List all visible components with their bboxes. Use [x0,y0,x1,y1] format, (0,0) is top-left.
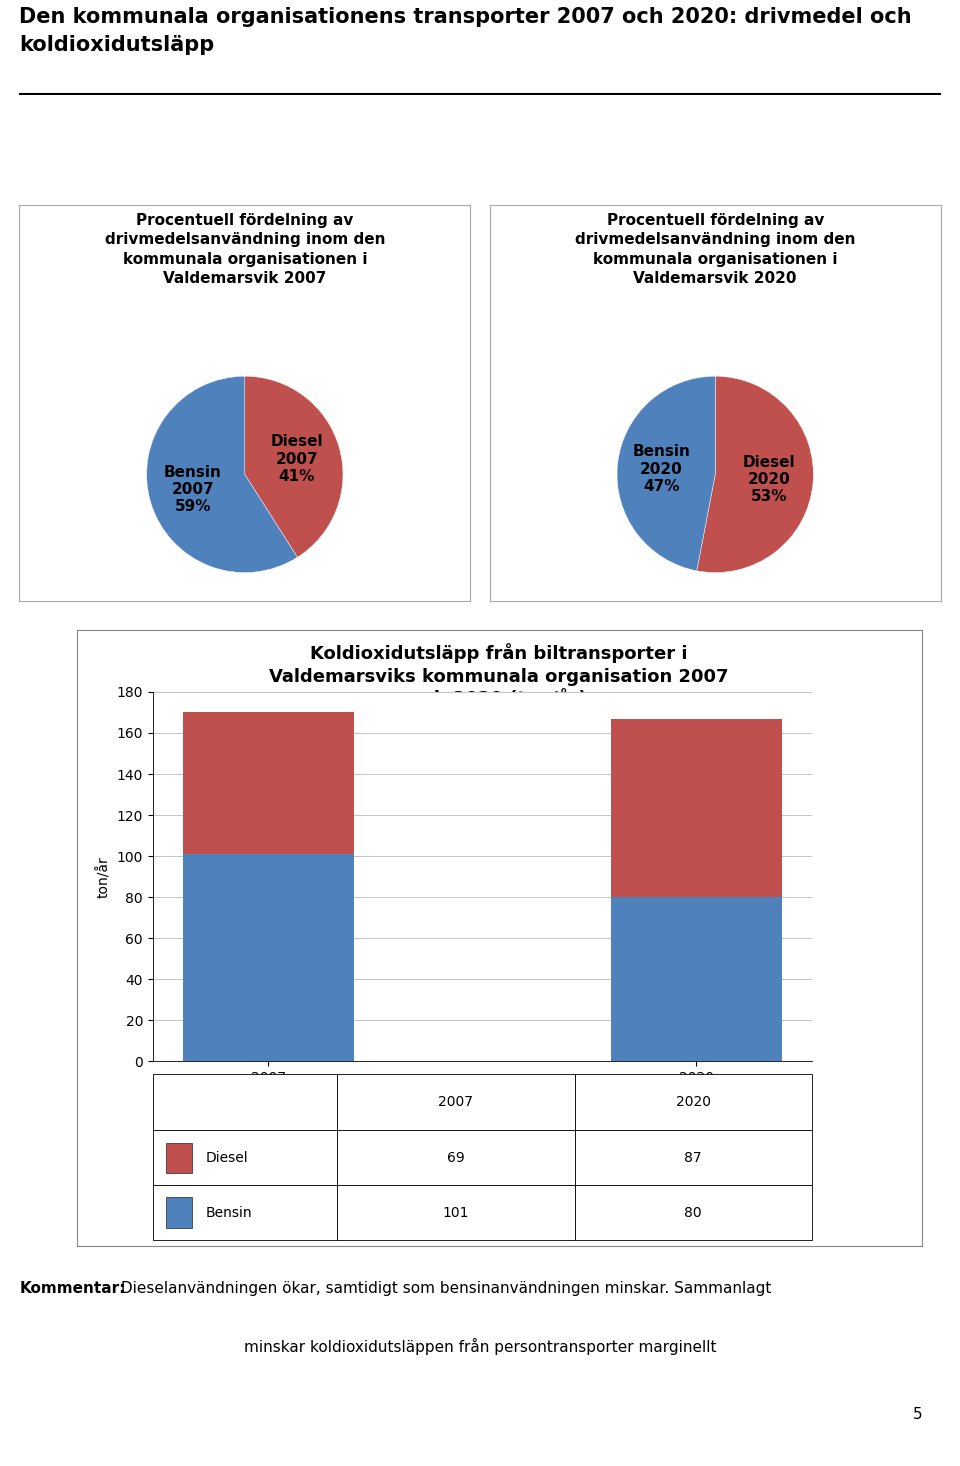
Text: Procentuell fördelning av
drivmedelsanvändning inom den
kommunala organisationen: Procentuell fördelning av drivmedelsanvä… [575,213,855,286]
FancyBboxPatch shape [337,1073,574,1130]
Text: 5: 5 [913,1407,923,1422]
Text: 2007: 2007 [439,1095,473,1108]
Text: Den kommunala organisationens transporter 2007 och 2020: drivmedel och
koldioxid: Den kommunala organisationens transporte… [19,7,912,56]
Wedge shape [147,377,298,573]
FancyBboxPatch shape [574,1130,812,1185]
Text: Koldioxidutsläpp från biltransporter i
Valdemarsviks kommunala organisation 2007: Koldioxidutsläpp från biltransporter i V… [270,642,729,708]
Bar [182,855,354,1061]
Text: 87: 87 [684,1151,702,1164]
Text: Bensin
2007
59%: Bensin 2007 59% [164,465,222,515]
Text: minskar koldioxidutsläppen från persontransporter marginellt: minskar koldioxidutsläppen från persontr… [244,1337,716,1355]
Text: Bensin
2020
47%: Bensin 2020 47% [633,444,690,494]
Text: Kommentar:: Kommentar: [19,1281,126,1296]
Text: 69: 69 [447,1151,465,1164]
Text: 2020: 2020 [676,1095,710,1108]
FancyBboxPatch shape [153,1130,337,1185]
FancyBboxPatch shape [153,1073,337,1130]
Wedge shape [697,377,813,573]
Text: Diesel
2007
41%: Diesel 2007 41% [271,434,323,484]
Bar [166,1198,192,1227]
Bar [182,712,354,855]
FancyBboxPatch shape [337,1185,574,1240]
Text: Bensin: Bensin [205,1205,252,1220]
Wedge shape [245,377,343,557]
Bar [611,718,781,897]
Text: 80: 80 [684,1205,702,1220]
FancyBboxPatch shape [574,1185,812,1240]
Text: Dieselanvändningen ökar, samtidigt som bensinanvändningen minskar. Sammanlagt: Dieselanvändningen ökar, samtidigt som b… [116,1281,771,1296]
FancyBboxPatch shape [153,1185,337,1240]
Wedge shape [617,377,715,570]
Text: Diesel
2020
53%: Diesel 2020 53% [743,454,795,504]
Bar [166,1142,192,1173]
FancyBboxPatch shape [337,1130,574,1185]
Text: Diesel: Diesel [205,1151,249,1164]
Text: Procentuell fördelning av
drivmedelsanvändning inom den
kommunala organisationen: Procentuell fördelning av drivmedelsanvä… [105,213,385,286]
FancyBboxPatch shape [574,1073,812,1130]
Text: 101: 101 [443,1205,469,1220]
Bar [611,897,781,1061]
Y-axis label: ton/år: ton/år [97,856,111,897]
